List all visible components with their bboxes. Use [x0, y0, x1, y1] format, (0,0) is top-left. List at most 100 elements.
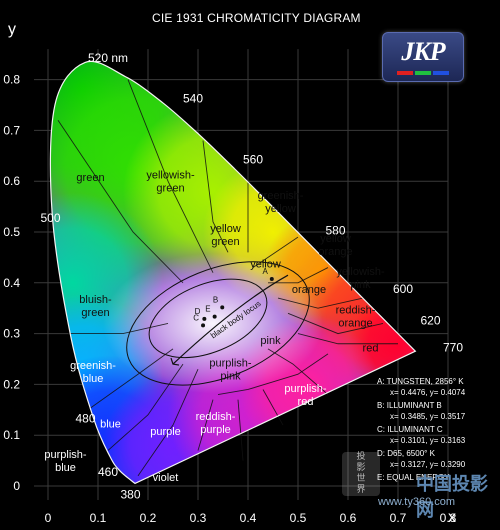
region-label: greenish-yellow: [258, 190, 304, 215]
illuminant-point: [220, 305, 225, 310]
logo-bar-blue: [433, 71, 449, 75]
jkp-logo: JKP: [382, 32, 464, 82]
neutral-boundary-inner: [148, 278, 268, 359]
region-label: blue: [100, 419, 121, 431]
wavelength-label: 560: [243, 152, 263, 166]
x-tick-label: 0.6: [340, 511, 357, 525]
region-label: reddish-orange: [336, 304, 376, 329]
region-boundary-line: [87, 348, 174, 411]
white-point-glow: [103, 253, 323, 394]
region-label: reddish-purple: [196, 411, 236, 436]
wavelength-label: 460: [98, 465, 118, 479]
watermark-url: www.ty360.com: [378, 496, 456, 508]
x-tick-label: 0.1: [90, 511, 107, 525]
region-boundary-line: [57, 119, 184, 284]
wavelength-label: 600: [393, 282, 413, 296]
illuminant-label: A: [262, 267, 268, 276]
region-label: violet: [153, 472, 179, 484]
region-label: orange: [292, 284, 326, 296]
legend-entry-title: C: ILLUMINANT C: [377, 425, 443, 434]
region-label: red: [363, 342, 379, 354]
x-tick-label: 0.5: [290, 511, 307, 525]
illuminant-points: A B CD E: [193, 267, 274, 328]
region-label: purplish-red: [284, 383, 327, 408]
region-boundary-line: [202, 140, 229, 253]
wavelength-label: 480: [76, 412, 96, 426]
wavelength-label: 500: [41, 211, 61, 225]
region-boundary-line: [197, 399, 214, 451]
watermark-seal: 投影世界: [342, 452, 380, 496]
logo-color-bars: [397, 71, 449, 75]
chart-title: CIE 1931 CHROMATICITY DIAGRAM: [152, 11, 361, 25]
black-body-locus-curve: [172, 274, 289, 365]
legend: A: TUNGSTEN, 2856° K x= 0.4476, y= 0.4074…: [377, 377, 466, 482]
x-tick-label: 0.7: [390, 511, 407, 525]
spectral-locus: [49, 60, 417, 485]
region-boundary-line: [252, 236, 299, 268]
axis-ticks: 0 0.1 0.2 0.3 0.4 0.5 0.6 0.7 0.8 0 0.1 0.2 0.3 0.4 0.…: [3, 73, 456, 525]
region-boundary-line: [217, 353, 329, 396]
spectral-locus-outline: [49, 60, 417, 485]
y-tick-label: 0.5: [3, 225, 20, 239]
black-body-locus-arrow: [170, 357, 180, 366]
region-boundary-line: [137, 368, 199, 477]
region-label: yellowish-pink: [336, 266, 385, 291]
illuminant-label: D: [195, 307, 201, 316]
legend-entry-title: B: ILLUMINANT B: [377, 401, 442, 410]
region-label: pink: [260, 335, 281, 347]
region-boundary-line: [297, 333, 398, 345]
region-boundary-line: [268, 267, 329, 284]
region-label: bluish-green: [79, 294, 112, 319]
wavelength-label: 380: [121, 488, 141, 502]
wavelength-label: 620: [421, 313, 441, 327]
region-boundary-line: [277, 297, 364, 309]
logo-bar-red: [397, 71, 413, 75]
region-boundary-line: [237, 399, 244, 461]
illuminant-label: C: [193, 313, 199, 322]
illuminant-point: [269, 277, 274, 282]
region-boundary-line: [287, 312, 384, 335]
region-label: yellow green: [210, 223, 241, 248]
legend-entry-title: D: D65, 6500° K: [377, 449, 436, 458]
y-axis-label: y: [8, 21, 16, 38]
illuminant-point: [212, 314, 217, 319]
illuminant-point: [201, 323, 206, 328]
legend-entry-coords: x= 0.4476, y= 0.4074: [390, 388, 466, 397]
x-tick-label: 0.8: [440, 511, 457, 525]
region-boundary-line: [267, 348, 329, 395]
illuminant-label: B: [213, 295, 218, 304]
region-label: yellow orange: [318, 233, 352, 258]
y-tick-label: 0.1: [3, 428, 20, 442]
y-tick-label: 0.8: [3, 73, 20, 87]
y-tick-label: 0: [13, 479, 20, 493]
legend-entry-title: A: TUNGSTEN, 2856° K: [377, 377, 464, 386]
region-boundary-line: [68, 323, 169, 335]
region-label: green: [76, 172, 104, 184]
region-label: purplish-blue: [44, 449, 87, 474]
wavelength-label: 580: [326, 224, 346, 238]
region-boundary-line: [262, 389, 284, 426]
x-tick-label: 0.4: [240, 511, 257, 525]
x-tick-label: 0: [45, 511, 52, 525]
logo-bar-green: [415, 71, 431, 75]
region-label: purplish-pink: [209, 358, 252, 383]
region-labels: green yellowish-green yellow green greenish-…: [44, 170, 385, 484]
watermark-site-name: 中国投影网: [416, 474, 488, 521]
x-tick-label: 0.3: [190, 511, 207, 525]
legend-entry-coords: x= 0.3485, y= 0.3517: [390, 412, 466, 421]
region-label: greenish-blue: [70, 360, 116, 385]
y-tick-label: 0.3: [3, 327, 20, 341]
legend-entry-coords: x= 0.3101, y= 0.3163: [390, 436, 466, 445]
y-tick-label: 0.7: [3, 123, 20, 137]
logo-text: JKP: [401, 37, 445, 66]
y-tick-label: 0.2: [3, 377, 20, 391]
wavelength-label: 520 nm: [88, 51, 128, 65]
region-label: yellowish-green: [146, 170, 195, 195]
neutral-boundary-outer: [126, 261, 310, 386]
illuminant-point: [202, 316, 207, 321]
legend-entry-title: E: EQUAL ENERGY: [377, 473, 450, 482]
legend-entry-coords: x= 0.3127, y= 0.3290: [390, 460, 466, 469]
